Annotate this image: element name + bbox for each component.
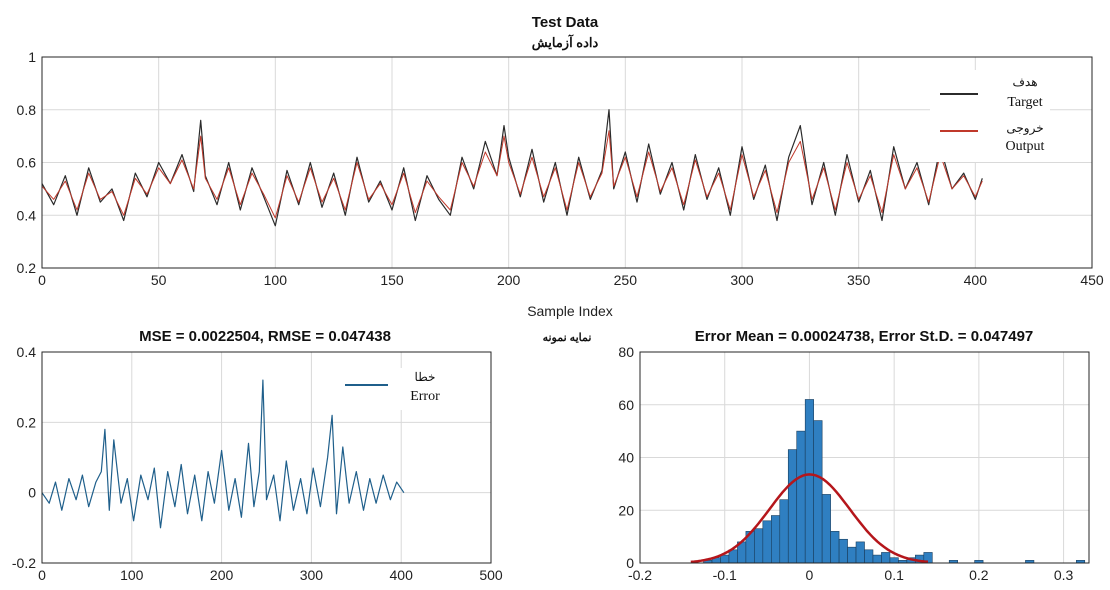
- top-x-tick-label: 300: [730, 272, 754, 288]
- normal-fit-curve: [690, 473, 929, 564]
- error-chart-title: MSE = 0.0022504, RMSE = 0.047438: [139, 328, 391, 345]
- target-series-line: [41, 109, 983, 227]
- hist-x-tick-label: -0.1: [713, 567, 737, 583]
- hist-bar: [838, 538, 848, 564]
- legend-output-label-fa: خروجی: [1006, 121, 1043, 135]
- hist-bar: [847, 546, 857, 564]
- hist-y-tick-label: 60: [618, 397, 634, 413]
- hist-bar: [889, 557, 899, 564]
- hist-bar: [796, 430, 806, 564]
- top-x-tick-label: 0: [38, 272, 46, 288]
- hist-bar: [804, 399, 814, 564]
- legend-target-label-fa: هدف: [1012, 75, 1037, 89]
- hist-chart-title: Error Mean = 0.00024738, Error St.D. = 0…: [695, 328, 1034, 345]
- top-chart-title: Test Data: [532, 14, 599, 31]
- hist-y-tick-label: 20: [618, 502, 634, 518]
- legend-target-label-en: Target: [1007, 95, 1042, 110]
- hist-bar: [762, 520, 772, 564]
- error-legend-box: [335, 368, 485, 410]
- top-x-tick-label: 200: [497, 272, 521, 288]
- err-y-tick-label: -0.2: [12, 555, 36, 571]
- top-y-tick-label: 0.2: [17, 260, 37, 276]
- top-y-tick-label: 0.8: [17, 102, 37, 118]
- top-legend-box: [930, 70, 1050, 162]
- hist-bar: [771, 515, 781, 564]
- top-x-tick-label: 450: [1080, 272, 1104, 288]
- top-x-tick-label: 150: [380, 272, 404, 288]
- err-y-tick-label: 0.4: [17, 344, 37, 360]
- hist-x-tick-label: 0: [806, 567, 814, 583]
- err-y-tick-label: 0.2: [17, 414, 37, 430]
- err-x-tick-label: 300: [300, 567, 324, 583]
- hist-bar: [787, 449, 798, 564]
- hist-bar: [881, 552, 891, 564]
- top-x-tick-label: 250: [614, 272, 638, 288]
- hist-bar: [872, 554, 882, 564]
- legend-error-label-en: Error: [410, 389, 440, 404]
- hist-axes-frame: [639, 351, 1090, 564]
- top-chart-subtitle: داده آزمایش: [532, 34, 599, 51]
- err-x-tick-label: 400: [390, 567, 414, 583]
- hist-y-tick-label: 40: [618, 450, 634, 466]
- top-x-axis-label: Sample Index: [527, 303, 613, 319]
- top-x-tick-label: 350: [847, 272, 871, 288]
- top-y-tick-label: 1: [28, 49, 36, 65]
- err-x-tick-label: 0: [38, 567, 46, 583]
- top-y-tick-label: 0.4: [17, 207, 37, 223]
- legend-output-label-en: Output: [1006, 139, 1045, 154]
- output-series-line: [41, 130, 983, 219]
- hist-bar: [779, 499, 789, 564]
- err-y-tick-label: 0: [28, 485, 36, 501]
- hist-bar: [813, 420, 823, 564]
- legend-error-label-fa: خطا: [415, 370, 436, 384]
- top-axes-frame: [41, 56, 1093, 269]
- err-x-tick-label: 500: [479, 567, 503, 583]
- hist-bar: [830, 531, 840, 564]
- err-x-tick-label: 100: [120, 567, 144, 583]
- err-x-tick-label: 200: [210, 567, 234, 583]
- hist-bar: [855, 541, 865, 564]
- top-x-tick-label: 400: [964, 272, 988, 288]
- hist-y-tick-label: 80: [618, 344, 634, 360]
- hist-y-tick-label: 0: [626, 555, 634, 571]
- hist-x-tick-label: 0.1: [884, 567, 904, 583]
- sample-index-label-fa: نمایه نمونه: [543, 332, 592, 344]
- hist-x-tick-label: 0.2: [969, 567, 989, 583]
- error-series-line: [41, 379, 405, 529]
- top-y-tick-label: 0.6: [17, 155, 37, 171]
- hist-bar: [754, 528, 764, 564]
- hist-x-tick-label: -0.2: [628, 567, 652, 583]
- hist-bar: [720, 554, 730, 564]
- top-x-tick-label: 50: [151, 272, 167, 288]
- hist-x-tick-label: 0.3: [1054, 567, 1074, 583]
- err-axes-frame: [41, 351, 492, 564]
- hist-bar: [821, 494, 831, 564]
- top-x-tick-label: 100: [264, 272, 288, 288]
- hist-bar: [864, 549, 874, 564]
